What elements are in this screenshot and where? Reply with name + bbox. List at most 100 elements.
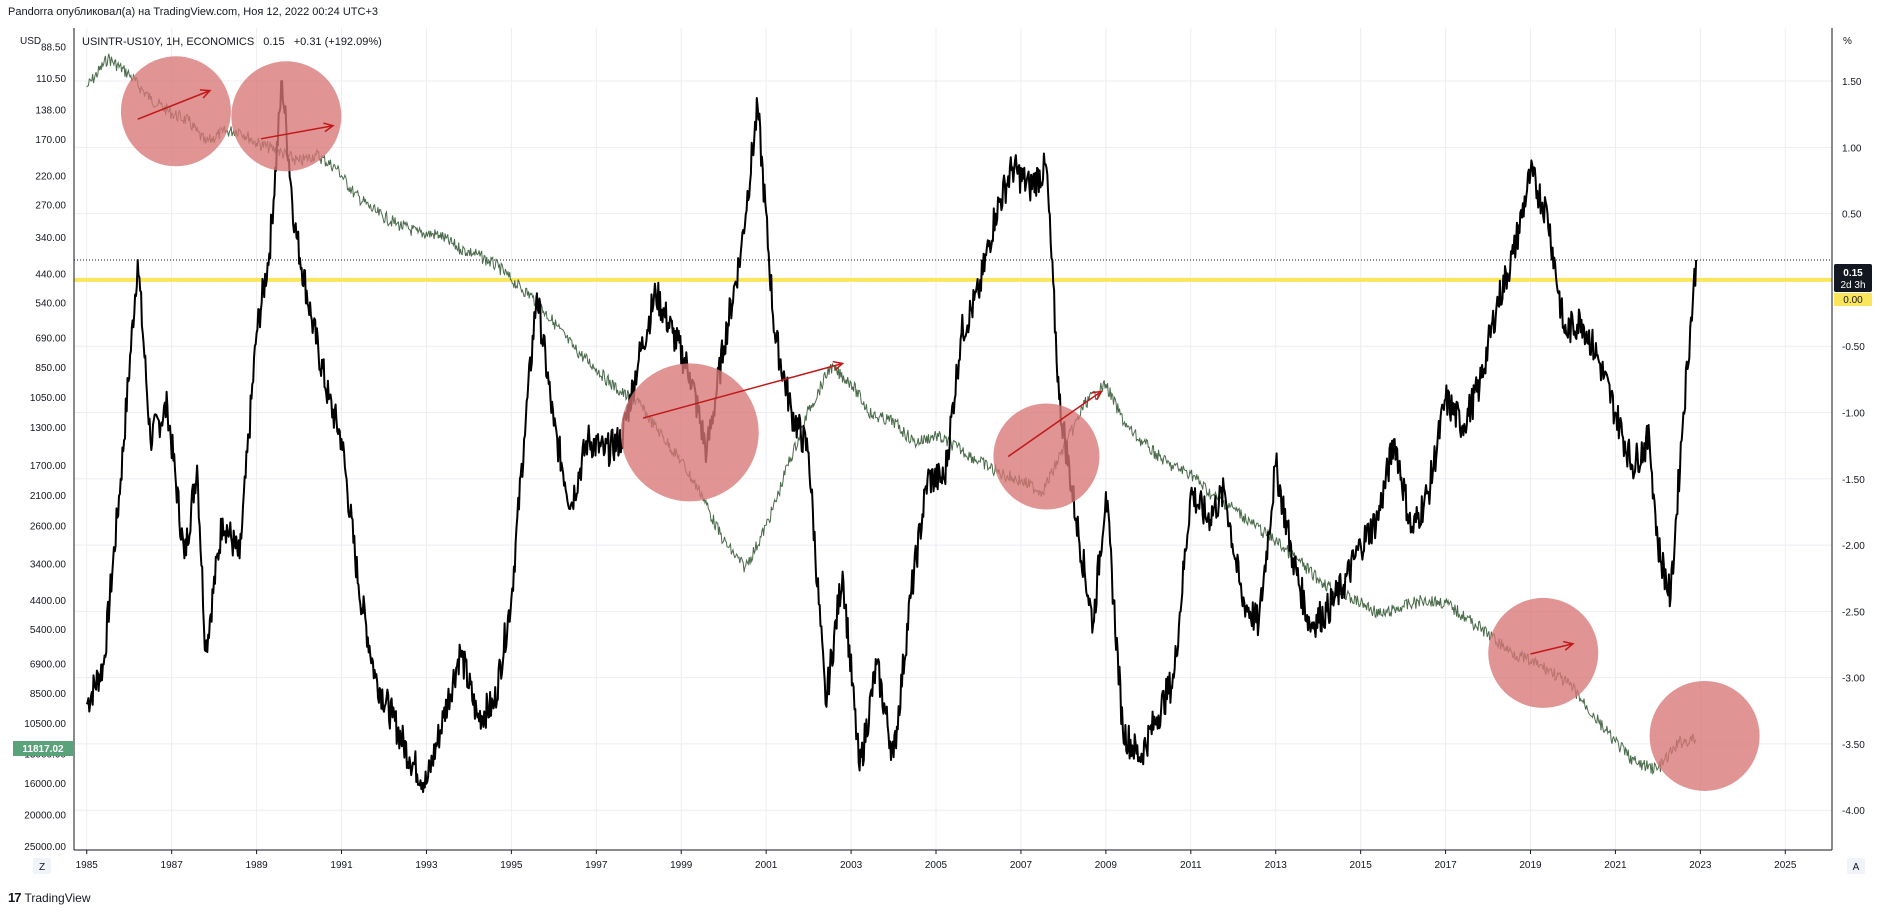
x-tick-label: 2023 (1689, 860, 1712, 871)
right-percent-axis[interactable]: 1.50 1.00 0.50 0.00 -0.50 -1.00 -1.50 -2.00 -2.5… (1842, 77, 1865, 817)
right-tick-label: -1.00 (1842, 408, 1865, 419)
zoom-left-label: Z (39, 862, 45, 873)
left-tick-label: 10500.00 (24, 719, 66, 730)
legend-last: 0.15 (263, 36, 284, 48)
x-tick-label: 2011 (1180, 860, 1202, 871)
right-tick-label: 1.50 (1842, 77, 1862, 88)
arrow-shaft (137, 89, 211, 120)
left-tick-label: 340.00 (35, 233, 66, 244)
x-tick-label: 2007 (1010, 860, 1033, 871)
index-line (86, 53, 1697, 775)
left-tick-label: 2600.00 (30, 521, 67, 532)
left-tick-label: 3400.00 (30, 559, 67, 570)
legend: USINTR-US10Y, 1H, ECONOMICS 0.15 +0.31 (… (82, 36, 382, 48)
left-tick-label: 6900.00 (30, 660, 67, 671)
highlight-circle (120, 56, 231, 167)
left-tick-label: 690.00 (35, 333, 66, 344)
right-tick-label: -0.50 (1842, 342, 1865, 353)
left-tick-label: 138.00 (35, 105, 66, 116)
x-tick-label: 1987 (161, 860, 184, 871)
left-tick-label: 1700.00 (30, 461, 67, 472)
left-tick-label: 110.50 (36, 74, 66, 85)
right-value-tag-bg (1834, 264, 1872, 292)
left-price-tag-bg (13, 741, 74, 756)
left-tick-label: 220.00 (35, 171, 66, 182)
arrow-shaft (1007, 390, 1103, 458)
right-unit-label: % (1843, 36, 1852, 47)
highlight-circles[interactable] (120, 56, 1760, 791)
left-tick-label: 88.50 (41, 42, 66, 53)
x-tick-label: 1985 (76, 860, 99, 871)
arrow-shaft (260, 124, 334, 140)
right-tick-label: -3.50 (1842, 740, 1865, 751)
index-series (86, 53, 1697, 775)
arrow-head (832, 360, 845, 371)
highlight-circle (231, 61, 342, 172)
spread-series (85, 80, 1698, 794)
left-price-tag: 11817.02 (22, 744, 64, 755)
zero-tag-bg (1834, 293, 1872, 306)
x-tick-label: 1995 (500, 860, 523, 871)
right-value-tag: 0.15 (1843, 268, 1863, 279)
right-tick-label: 0.50 (1842, 210, 1862, 221)
x-tick-label: 1991 (330, 860, 353, 871)
arrow-head (1563, 640, 1575, 651)
arrow-shaft (642, 362, 843, 419)
time-axis[interactable]: 1985 1987 1989 1991 1993 1995 1997 1999 2001 2003… (76, 850, 1797, 871)
left-tick-label: 2100.00 (30, 491, 67, 502)
right-tick-label: -3.00 (1842, 674, 1865, 685)
left-tick-label: 1050.00 (30, 393, 67, 404)
x-tick-label: 1993 (415, 860, 438, 871)
left-tick-label: 270.00 (35, 200, 66, 211)
x-tick-label: 1997 (585, 860, 608, 871)
left-tick-label: 850.00 (35, 363, 66, 374)
x-tick-label: 2015 (1350, 860, 1373, 871)
arrow-head (323, 122, 335, 133)
zoom-left-button[interactable] (33, 858, 51, 874)
highlight-circle (1649, 680, 1760, 791)
zoom-right-button[interactable] (1847, 858, 1865, 874)
annotation-arrows[interactable] (137, 89, 1575, 655)
highlight-circle (993, 403, 1100, 510)
x-tick-label: 2009 (1095, 860, 1118, 871)
left-tick-label: 5400.00 (30, 625, 67, 636)
left-tick-label: 170.00 (35, 135, 66, 146)
tradingview-logo[interactable]: 17 TradingView (8, 890, 91, 905)
x-tick-label: 2005 (925, 860, 948, 871)
zero-tag: 0.00 (1843, 295, 1863, 306)
x-tick-label: 2025 (1774, 860, 1797, 871)
right-tick-label: -2.00 (1842, 541, 1865, 552)
x-tick-label: 2003 (840, 860, 863, 871)
left-tick-label: 20000.00 (24, 810, 66, 821)
x-tick-label: 1999 (670, 860, 693, 871)
plot-area[interactable] (74, 28, 1832, 850)
arrow-head (199, 89, 212, 99)
legend-symbol: USINTR-US10Y, 1H, ECONOMICS (82, 36, 254, 48)
left-tick-label: 4400.00 (30, 596, 67, 607)
attribution-text: Pandorra опубликовал(а) на TradingView.c… (8, 6, 378, 18)
arrow-head (1091, 390, 1104, 401)
spread-line (85, 80, 1698, 794)
left-tick-label: 540.00 (35, 299, 66, 310)
left-tick-label: 8500.00 (30, 689, 67, 700)
tradingview-logo-icon: 17 (8, 890, 22, 905)
right-tick-label: 1.00 (1842, 143, 1862, 154)
highlight-circle (620, 363, 759, 502)
x-tick-label: 1989 (245, 860, 268, 871)
left-tick-label: 25000.00 (24, 842, 66, 853)
left-price-axis[interactable]: 88.50 110.50 138.00 170.00 220.00 270.00 340.0… (24, 42, 66, 853)
x-tick-label: 2013 (1265, 860, 1288, 871)
left-tick-label: 16000.00 (24, 779, 66, 790)
x-tick-label: 2021 (1604, 860, 1627, 871)
right-tick-label: -4.00 (1842, 806, 1865, 817)
highlight-circle (1488, 597, 1599, 708)
right-tick-label: -2.50 (1842, 607, 1865, 618)
zoom-right-label: A (1853, 862, 1860, 873)
x-tick-label: 2001 (755, 860, 778, 871)
x-tick-label: 2019 (1519, 860, 1542, 871)
left-unit-label: USD (20, 36, 41, 47)
left-tick-label: 1300.00 (30, 423, 67, 434)
legend-change: +0.31 (+192.09%) (294, 36, 382, 48)
x-tick-label: 2017 (1434, 860, 1457, 871)
